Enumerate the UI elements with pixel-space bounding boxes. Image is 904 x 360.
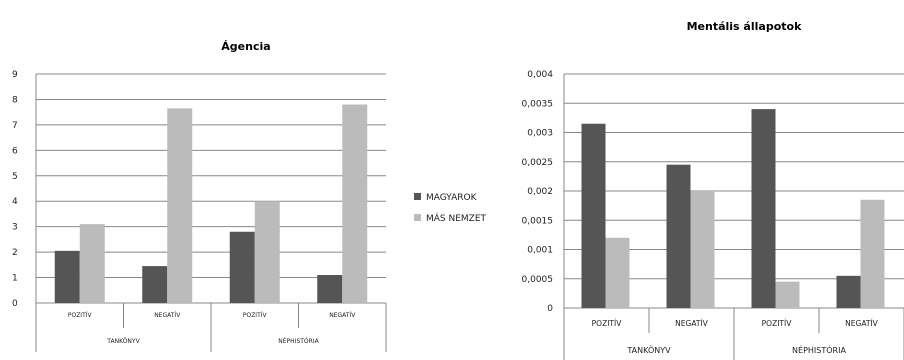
x-category-label: NEGATÍV <box>675 319 709 328</box>
x-category-label: NEGATÍV <box>154 312 181 319</box>
x-category-label: POZITÍV <box>243 312 268 319</box>
agencia-chart: Ágencia 0 1 2 3 4 5 6 7 8 9 POZITÍV NEGATÍV POZITÍV N… <box>12 40 387 352</box>
bar-mas-nemzet <box>79 224 105 303</box>
x-group-label: TANKÖNYV <box>106 338 140 345</box>
mentalis-allapotok-chart: Mentális állapotok 0 0,0005 0,001 0,0015 0,0… <box>522 20 904 360</box>
y-tick-label: 6 <box>12 146 18 156</box>
y-tick-label: 0,003 <box>527 129 553 139</box>
x-category-label: POZITÍV <box>68 312 93 319</box>
legend-swatch-mas-nemzet <box>414 214 421 221</box>
x-group-label: NÉPHISTÓRIA <box>792 344 846 355</box>
y-tick-label: 0,004 <box>527 70 553 80</box>
bar-mas-nemzet <box>167 108 193 303</box>
bar-magyarok <box>54 250 80 303</box>
y-tick-label: 0 <box>547 304 553 314</box>
bar-mas-nemzet <box>254 201 280 303</box>
legend-label: MÁS NEMZET <box>426 212 487 224</box>
y-tick-label: 4 <box>12 197 18 207</box>
bar-magyarok <box>666 164 691 308</box>
bar-magyarok <box>751 109 776 308</box>
x-category-label: POZITÍV <box>592 319 623 328</box>
bar-mas-nemzet <box>690 191 715 308</box>
bar-mas-nemzet <box>775 281 800 308</box>
legend-label: MAGYAROK <box>426 193 478 203</box>
y-tick-label: 7 <box>12 121 18 131</box>
y-tick-label: 0,0015 <box>522 216 554 226</box>
legend: MAGYAROK MÁS NEMZET <box>414 193 487 224</box>
bar-magyarok <box>836 275 861 308</box>
y-tick-label: 0,0005 <box>522 275 554 285</box>
y-tick-label: 5 <box>12 172 18 182</box>
x-category-label: NEGATÍV <box>329 312 356 319</box>
bar-magyarok <box>142 266 168 303</box>
legend-swatch-magyarok <box>414 193 421 200</box>
x-category-label: NEGATÍV <box>845 319 879 328</box>
bar-mas-nemzet <box>342 104 368 304</box>
x-group-label: TANKÖNYV <box>626 345 671 355</box>
bar-mas-nemzet <box>860 199 885 308</box>
y-tick-label: 0,0035 <box>522 99 554 109</box>
y-tick-label: 8 <box>12 95 18 105</box>
y-tick-label: 0,0025 <box>522 158 554 168</box>
bar-magyarok <box>581 123 606 308</box>
y-tick-label: 2 <box>12 248 18 258</box>
bar-mas-nemzet <box>605 237 630 308</box>
y-tick-label: 9 <box>12 70 18 80</box>
bar-magyarok <box>229 231 255 303</box>
chart-title: Ágencia <box>221 40 270 53</box>
y-tick-label: 0,001 <box>527 246 553 256</box>
y-tick-label: 0,002 <box>527 187 553 197</box>
y-tick-label: 1 <box>12 274 18 284</box>
y-tick-label: 0 <box>12 299 18 309</box>
bar-magyarok <box>317 275 343 303</box>
y-tick-label: 3 <box>12 223 18 233</box>
chart-title: Mentális állapotok <box>687 20 802 33</box>
x-category-label: POZITÍV <box>762 319 793 328</box>
x-group-label: NÉPHISTÓRIA <box>278 337 319 345</box>
